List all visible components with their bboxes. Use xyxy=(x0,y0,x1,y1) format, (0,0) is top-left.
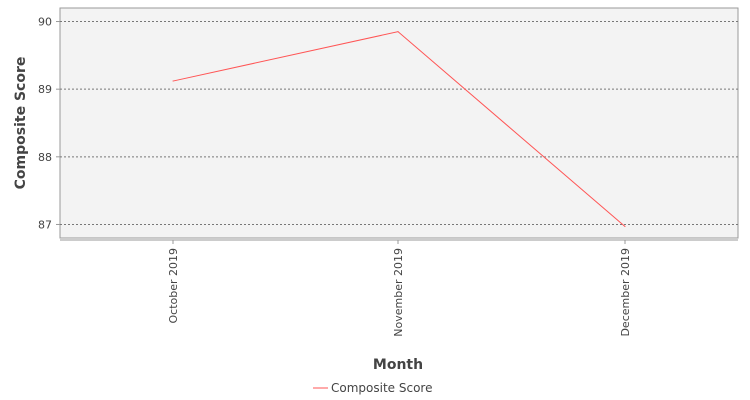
y-tick-label: 89 xyxy=(38,83,52,96)
y-tick-label: 88 xyxy=(38,151,52,164)
y-tick-label: 90 xyxy=(38,16,52,29)
y-axis-title: Composite Score xyxy=(13,57,29,190)
series-layer xyxy=(172,31,626,227)
y-tick-label: 87 xyxy=(38,218,52,231)
x-tick-label: November 2019 xyxy=(392,248,405,337)
x-axis-ticks: October 2019 November 2019 December 2019 xyxy=(60,239,738,337)
legend: Composite Score xyxy=(313,381,432,395)
x-axis-title: Month xyxy=(373,357,423,373)
x-tick-label: December 2019 xyxy=(619,248,632,337)
x-tick-label: October 2019 xyxy=(167,248,180,324)
data-point xyxy=(397,31,399,33)
plot-background xyxy=(59,7,739,239)
grid-lines xyxy=(60,21,738,225)
data-point xyxy=(624,226,626,227)
y-axis-ticks: 87 88 89 90 xyxy=(38,16,60,231)
data-point xyxy=(172,80,174,82)
legend-label: Composite Score xyxy=(331,381,432,395)
